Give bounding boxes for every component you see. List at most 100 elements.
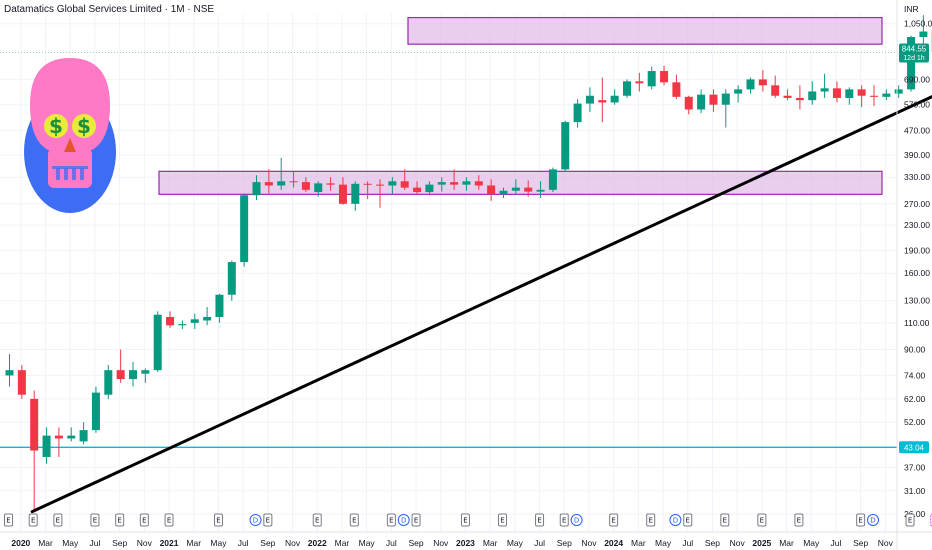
candle[interactable] [54,427,63,458]
candle[interactable] [474,175,483,190]
candle[interactable] [820,73,829,98]
candle[interactable] [363,181,372,199]
candle[interactable] [734,85,743,103]
candle[interactable] [808,81,817,105]
candle[interactable] [499,187,508,199]
candle[interactable] [746,77,755,94]
candle[interactable] [129,361,137,387]
candle[interactable] [561,120,570,172]
candle[interactable] [79,422,88,445]
candle[interactable] [598,77,607,123]
candle[interactable] [697,89,706,114]
candle[interactable] [635,72,644,92]
dividend-marker[interactable]: D [570,514,583,526]
candle[interactable] [166,311,175,328]
candle[interactable] [709,89,718,112]
candle[interactable] [277,157,286,190]
candle[interactable] [141,368,150,383]
candle[interactable] [116,349,125,383]
candle[interactable] [314,181,323,197]
earnings-marker[interactable]: E [164,513,174,527]
candle[interactable] [91,386,100,433]
earnings-marker[interactable]: E [90,513,100,527]
candle[interactable] [882,89,891,101]
candle[interactable] [758,70,767,92]
candle[interactable] [585,87,594,112]
candle[interactable] [462,177,471,191]
candle[interactable] [326,177,335,191]
earnings-marker[interactable]: E [757,513,767,527]
candle[interactable] [376,179,384,208]
trendline[interactable] [30,73,932,514]
earnings-marker[interactable]: E [115,513,125,527]
dividend-marker[interactable]: D [867,514,879,526]
candle[interactable] [413,181,422,195]
candle[interactable] [684,95,693,115]
candle[interactable] [388,177,397,195]
candle[interactable] [67,427,76,442]
candle[interactable] [721,89,730,128]
earnings-marker[interactable]: E [263,513,273,527]
earnings-marker[interactable]: E [856,513,866,527]
candles[interactable] [5,15,932,510]
candle[interactable] [623,79,631,98]
candle[interactable] [351,181,360,211]
candle[interactable] [203,306,212,326]
candle[interactable] [573,99,582,128]
candle[interactable] [301,177,310,193]
candle[interactable] [425,181,434,196]
candle[interactable] [5,353,14,387]
candle[interactable] [227,260,236,301]
dividend-marker[interactable]: D [249,514,262,526]
candle[interactable] [511,179,520,195]
earnings-marker[interactable]: E [53,513,63,527]
candle[interactable] [215,293,224,323]
dividend-marker[interactable]: D [397,514,410,526]
earnings-marker[interactable]: E [28,513,38,527]
earnings-marker[interactable]: E [559,513,569,527]
candle[interactable] [524,180,533,197]
candle[interactable] [894,85,903,98]
candle[interactable] [252,175,261,200]
earnings-marker[interactable]: E [609,513,619,527]
candle[interactable] [487,179,496,201]
earnings-marker[interactable]: E [720,513,730,527]
candle[interactable] [42,427,51,464]
candle[interactable] [153,311,162,372]
earnings-marker[interactable]: E [411,513,421,527]
earnings-marker[interactable]: E [794,513,804,527]
candle[interactable] [104,365,113,399]
candle[interactable] [610,89,619,105]
candle[interactable] [857,85,866,108]
candle[interactable] [870,85,878,106]
earnings-marker[interactable]: E [498,513,507,527]
earnings-marker[interactable]: E [4,513,13,527]
earnings-marker[interactable]: E [535,513,545,527]
candle[interactable] [289,171,298,188]
earnings-marker[interactable]: E [312,513,322,527]
candle[interactable] [190,313,199,330]
candle[interactable] [647,66,656,90]
earnings-marker[interactable]: E [139,513,149,527]
candle[interactable] [832,81,841,103]
earnings-marker[interactable]: E [683,513,693,527]
candle[interactable] [771,75,780,98]
candle[interactable] [17,365,26,399]
dividend-marker[interactable]: D [669,514,682,526]
candle[interactable] [240,193,249,267]
candle[interactable] [178,320,187,330]
candle[interactable] [450,169,459,190]
candle[interactable] [783,89,792,101]
candle[interactable] [672,74,681,100]
earnings-marker[interactable]: E [646,513,656,527]
earnings-marker[interactable]: E [349,513,359,527]
candle[interactable] [548,167,557,193]
candle[interactable] [919,15,928,48]
candle[interactable] [437,177,446,192]
candle[interactable] [264,169,273,194]
candle[interactable] [845,87,854,105]
candle[interactable] [795,85,804,110]
candle[interactable] [30,390,39,510]
event-markers[interactable]: EEEEEEEEDEEEEDEEEEEDEEDEEEEEDEE [4,513,932,527]
